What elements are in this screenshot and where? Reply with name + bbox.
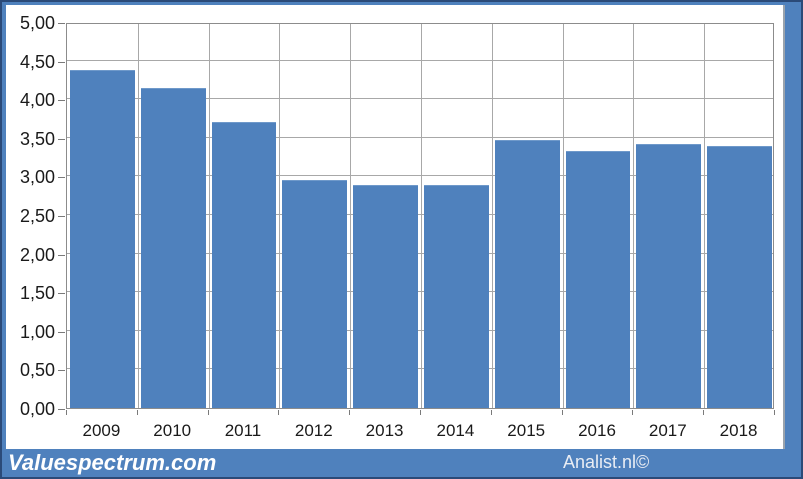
- y-tick: [58, 100, 65, 101]
- y-axis-label: 1,50: [19, 283, 55, 303]
- x-axis-label: 2012: [294, 421, 333, 440]
- gridline-vertical: [563, 24, 564, 408]
- gridline-vertical: [421, 24, 422, 408]
- y-tick: [58, 332, 65, 333]
- y-axis-label: 1,00: [19, 322, 55, 342]
- x-axis-label: 2011: [224, 421, 262, 440]
- gridline-horizontal: [67, 214, 773, 215]
- gridline-vertical: [350, 24, 351, 408]
- y-tick: [58, 216, 65, 217]
- bar-2011: [211, 122, 277, 408]
- x-tick: [349, 410, 350, 415]
- bar-2014: [424, 184, 489, 408]
- y-tick: [58, 370, 65, 371]
- x-tick: [774, 410, 775, 415]
- x-axis-label: 2016: [578, 421, 616, 440]
- y-tick: [58, 293, 65, 294]
- x-tick: [703, 410, 704, 415]
- y-tick: [58, 139, 65, 140]
- bar-2009: [70, 69, 135, 408]
- x-tick: [278, 410, 279, 415]
- analist-watermark: Analist.nl©: [563, 452, 650, 472]
- chart-panel: 0,00 0,50 1,00 1,50 2,00 2,50 3,00 3,50 4,00 4,50…: [6, 5, 785, 450]
- y-axis-label: 0,50: [19, 360, 55, 380]
- gridline-vertical: [138, 24, 139, 408]
- bar-2010: [140, 87, 206, 408]
- bar-2017: [636, 144, 702, 408]
- y-axis-label: 2,50: [19, 206, 55, 226]
- x-tick: [66, 410, 67, 415]
- y-axis-label: 0,00: [19, 399, 55, 419]
- y-tick: [58, 177, 65, 178]
- bar-2016: [565, 150, 631, 408]
- gridline-horizontal: [67, 175, 773, 177]
- gridline-horizontal: [67, 98, 773, 100]
- y-axis-label: 5,00: [19, 13, 55, 33]
- x-axis-label: 2010: [153, 421, 192, 440]
- plot-area: [66, 23, 774, 409]
- gridline-horizontal: [67, 252, 773, 254]
- bar-2013: [353, 184, 418, 408]
- x-tick: [491, 410, 492, 415]
- y-axis-label: 3,00: [19, 167, 55, 187]
- gridline-horizontal: [67, 329, 773, 331]
- y-tick: [58, 23, 65, 24]
- x-axis-label: 2017: [648, 421, 687, 440]
- x-tick: [632, 410, 633, 415]
- gridline-horizontal: [67, 59, 773, 61]
- valuespectrum-watermark: Valuespectrum.com: [8, 450, 217, 475]
- y-tick: [58, 409, 65, 410]
- x-tick: [562, 410, 563, 415]
- x-tick: [208, 410, 209, 415]
- x-axis-label: 2014: [436, 421, 475, 440]
- x-axis-label: 2015: [507, 421, 546, 440]
- y-axis-label: 2,00: [19, 245, 55, 265]
- bar-2012: [282, 180, 348, 408]
- footer-bar: Valuespectrum.com Analist.nl©: [2, 449, 801, 477]
- y-tick: [58, 62, 65, 63]
- gridline-horizontal: [67, 136, 773, 138]
- bar-2018: [707, 146, 772, 408]
- x-tick: [137, 410, 138, 415]
- y-axis-label: 4,00: [19, 90, 55, 110]
- x-axis-label: 2018: [719, 421, 758, 440]
- x-axis-label: 2009: [82, 421, 121, 440]
- gridline-horizontal: [67, 291, 773, 293]
- y-axis-label: 3,50: [19, 129, 55, 149]
- gridline-vertical: [209, 24, 210, 408]
- y-axis-label: 4,50: [19, 52, 55, 72]
- gridline-vertical: [704, 24, 705, 408]
- x-axis-label: 2013: [365, 421, 404, 440]
- gridline-vertical: [279, 24, 280, 408]
- gridline-horizontal: [67, 368, 773, 370]
- x-tick: [420, 410, 421, 415]
- y-tick: [58, 255, 65, 256]
- gridline-vertical: [633, 24, 634, 408]
- gridline-vertical: [492, 24, 493, 408]
- bar-2015: [494, 140, 560, 408]
